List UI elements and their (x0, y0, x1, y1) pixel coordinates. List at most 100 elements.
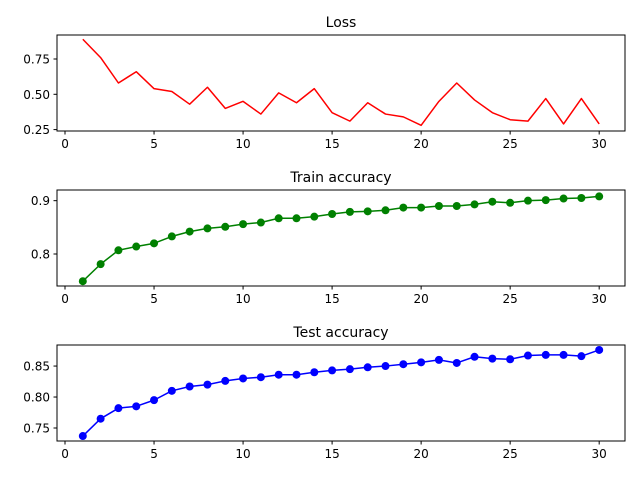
y-tick-label: 0.50 (23, 88, 50, 102)
data-point (595, 192, 604, 201)
x-tick-label: 5 (150, 447, 158, 461)
x-tick-label: 15 (324, 292, 339, 306)
subplot-loss: Loss 0 5 10 15 20 25 30 0.25 0.50 0.75 (23, 15, 626, 151)
data-point (221, 376, 230, 385)
subplot-title: Loss (326, 15, 357, 31)
x-tick-label: 20 (413, 137, 428, 151)
data-point (328, 210, 337, 218)
data-point (488, 354, 497, 363)
data-point (381, 206, 390, 215)
y-tick-label: 0.85 (23, 360, 50, 374)
y-tick-label: 0.75 (23, 421, 50, 435)
subplot-title: Train accuracy (289, 170, 391, 186)
data-point (541, 350, 550, 359)
data-point (78, 277, 87, 286)
data-point (274, 370, 283, 379)
data-point (399, 203, 408, 212)
data-point (96, 260, 105, 269)
data-point (595, 345, 604, 354)
x-tick-label: 25 (503, 137, 518, 151)
data-point (114, 404, 123, 413)
subplot-title: Test accuracy (292, 325, 388, 341)
data-point (167, 386, 176, 395)
data-point (132, 402, 141, 411)
data-point (506, 355, 515, 364)
x-tick-label: 0 (61, 292, 69, 306)
data-point (559, 194, 568, 203)
x-tick-label: 10 (235, 137, 250, 151)
x-tick-label: 15 (324, 137, 339, 151)
data-point (345, 365, 354, 374)
data-point (96, 414, 105, 423)
y-tick-label: 0.75 (23, 53, 50, 67)
data-point (150, 239, 159, 248)
data-point (559, 350, 568, 359)
x-tick-label: 30 (592, 292, 607, 306)
data-point (203, 224, 212, 233)
data-point (452, 202, 461, 210)
data-point (328, 366, 337, 375)
data-point (417, 203, 426, 212)
data-point (114, 246, 123, 255)
x-tick-label: 20 (413, 447, 428, 461)
axes-frame (56, 344, 626, 442)
data-point (203, 380, 212, 389)
data-point (310, 212, 319, 221)
data-point (470, 352, 479, 361)
series-line (82, 38, 600, 127)
data-point (310, 368, 319, 377)
data-point (239, 220, 248, 229)
data-point (452, 358, 461, 367)
x-tick-label: 30 (592, 447, 607, 461)
x-tick-label: 25 (503, 292, 518, 306)
data-point (434, 355, 443, 364)
data-point (577, 352, 586, 361)
x-tick-label: 5 (150, 137, 158, 151)
data-point (470, 200, 479, 209)
data-point (185, 382, 194, 391)
y-tick-label: 0.9 (31, 194, 50, 208)
x-tick-label: 0 (61, 447, 69, 461)
x-tick-label: 15 (324, 447, 339, 461)
data-point (239, 374, 248, 383)
axes-frame (56, 34, 626, 132)
data-point (256, 218, 265, 227)
axes-frame (56, 189, 626, 287)
x-tick-label: 10 (235, 447, 250, 461)
data-point (132, 242, 141, 251)
y-tick-label: 0.80 (23, 391, 50, 405)
subplot-train-accuracy: Train accuracy 0 5 10 15 20 25 30 0.8 0.9 (31, 170, 626, 306)
data-point (506, 198, 515, 207)
data-point (221, 222, 230, 231)
x-tick-label: 20 (413, 292, 428, 306)
data-point (167, 232, 176, 241)
subplot-test-accuracy: Test accuracy 0 5 10 15 20 25 30 0.75 0.80 0.85 (23, 325, 626, 461)
y-tick-label: 0.8 (31, 248, 50, 262)
data-point (417, 358, 426, 367)
y-tick-label: 0.25 (23, 123, 50, 137)
data-point (150, 396, 159, 405)
data-point (363, 207, 372, 216)
data-point (381, 362, 390, 371)
data-point (434, 202, 443, 210)
data-point (363, 363, 372, 372)
data-point (292, 214, 301, 223)
x-tick-label: 25 (503, 447, 518, 461)
data-point (185, 227, 194, 236)
x-tick-label: 30 (592, 137, 607, 151)
data-point (345, 207, 354, 216)
x-tick-label: 0 (61, 137, 69, 151)
data-point (523, 351, 532, 360)
data-point (523, 196, 532, 205)
data-point (577, 194, 586, 202)
x-tick-label: 10 (235, 292, 250, 306)
x-tick-label: 5 (150, 292, 158, 306)
data-point (488, 197, 497, 206)
data-point (541, 196, 550, 205)
data-point (399, 360, 408, 369)
data-point (78, 432, 87, 441)
data-point (274, 214, 283, 223)
data-point (256, 373, 265, 382)
